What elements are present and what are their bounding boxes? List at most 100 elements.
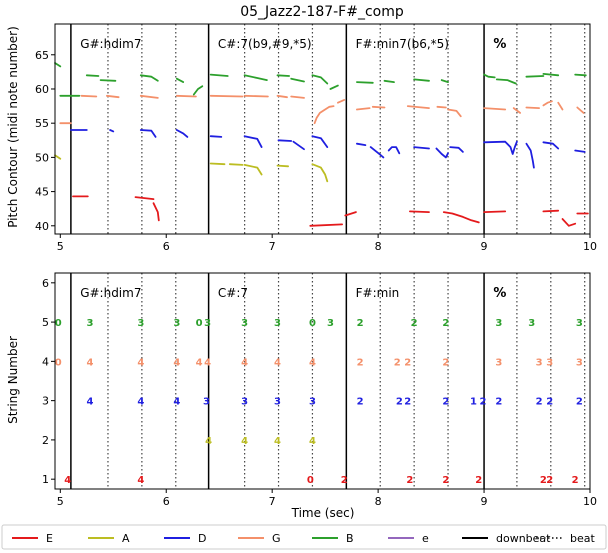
pitch-segment-E: [542, 209, 560, 213]
x-tick-label: 9: [481, 240, 488, 253]
fret-label-B: 3: [86, 318, 93, 329]
pitch-segment-A: [54, 154, 62, 160]
x-tick-label: 9: [481, 495, 488, 508]
figure-title: 05_Jazz2-187-F#_comp: [240, 4, 404, 20]
fret-label-E: 4: [64, 475, 71, 486]
pitch-segment-G: [313, 105, 335, 125]
fret-label-G: 2: [357, 357, 364, 368]
fret-label-B: 3: [576, 318, 583, 329]
pitch-ylabel: Pitch Contour (midi note number): [6, 26, 20, 228]
pitch-segment-B: [276, 74, 290, 77]
pitch-segment-D: [243, 135, 263, 148]
fret-label-E: 2: [475, 475, 482, 486]
pitch-segment-G: [139, 94, 159, 99]
fret-label-E: 0: [307, 475, 314, 486]
chord-label: G#:hdim7: [80, 286, 141, 300]
chord-label: C#:7(b9,#9,*5): [218, 37, 312, 51]
pitch-segment-G: [525, 106, 540, 109]
pitch-segment-G: [337, 99, 346, 104]
fret-label-G: 2: [442, 357, 449, 368]
fret-label-D: 3: [309, 397, 316, 408]
pitch-segment-E: [409, 210, 430, 213]
fret-label-B: 0: [309, 318, 316, 329]
y-tick-label: 65: [35, 49, 49, 62]
pitch-segment-B: [495, 78, 517, 85]
chord-label: %: [493, 286, 506, 301]
fret-label-B: 3: [204, 318, 211, 329]
legend-label: G: [272, 532, 281, 545]
pitch-segment-E: [483, 210, 507, 213]
string-ylabel: String Number: [6, 336, 20, 424]
fret-label-B: 3: [274, 318, 281, 329]
y-tick-label: 2: [42, 434, 49, 447]
pitch-segment-G: [175, 94, 197, 98]
pitch-segment-E: [561, 218, 577, 227]
pitch-segment-G: [371, 105, 386, 109]
pitch-segment-D: [525, 142, 535, 169]
pitch-segment-G: [106, 94, 120, 99]
fret-label-G: 4: [86, 357, 93, 368]
fret-label-D: 3: [203, 397, 210, 408]
fret-label-B: 3: [173, 318, 180, 329]
pitch-segment-D: [449, 146, 464, 153]
pitch-segment-D: [175, 129, 189, 138]
pitch-segment-G: [356, 107, 371, 111]
pitch-segment-B: [192, 85, 204, 96]
pitch-segment-G: [557, 101, 564, 111]
fret-label-D: 4: [173, 397, 180, 408]
pitch-segment-G: [576, 106, 585, 114]
pitch-segment-A: [311, 163, 329, 183]
legend-label: A: [122, 532, 130, 545]
fret-label-D: 2: [396, 397, 403, 408]
pitch-segment-E: [134, 196, 155, 200]
x-tick-label: 10: [583, 240, 597, 253]
fret-label-D: 1: [470, 397, 477, 408]
pitch-contour-panel: G#:hdim7 C#:7(b9,#9,*5) F#:min7(b6,*5) % 5 6 7…: [35, 23, 597, 253]
pitch-segment-B: [525, 75, 545, 78]
fret-label-D: 2: [480, 397, 487, 408]
pitch-segment-B: [356, 81, 374, 84]
fret-label-G: 4: [274, 357, 281, 368]
pitch-segment-D: [413, 146, 430, 150]
fret-label-E: 2: [341, 475, 348, 486]
chord-label: F#:min7(b6,*5): [356, 37, 449, 51]
time-xlabel: Time (sec): [291, 506, 355, 520]
legend-label: e: [422, 532, 429, 545]
y-tick-label: 55: [35, 117, 49, 130]
fret-label-B: 2: [357, 318, 364, 329]
pitch-segment-B: [99, 79, 117, 82]
pitch-segment-B: [139, 74, 159, 82]
y-tick-label: 45: [35, 186, 49, 199]
pitch-segment-D: [292, 140, 305, 151]
axes-frame: [54, 23, 591, 235]
fret-label-D: 3: [274, 397, 281, 408]
fret-label-B: 2: [411, 318, 418, 329]
pitch-segment-E: [152, 202, 160, 222]
fret-label-A: 4: [309, 436, 316, 447]
x-tick-label: 6: [163, 240, 170, 253]
pitch-segment-D: [311, 135, 329, 148]
pitch-segment-D: [109, 129, 115, 133]
x-tick-label: 8: [375, 240, 382, 253]
fret-label-A: 4: [205, 436, 212, 447]
fret-label-G: 3: [576, 357, 583, 368]
pitch-segment-D: [574, 149, 586, 153]
fret-label-D: 2: [576, 397, 583, 408]
fret-label-G: 2: [404, 357, 411, 368]
fret-label-B: 2: [442, 318, 449, 329]
fret-label-D: 4: [137, 397, 144, 408]
x-tick-label: 8: [375, 495, 382, 508]
fret-label-B: 0: [55, 318, 62, 329]
fret-label-B: 3: [528, 318, 535, 329]
fret-label-D: 2: [536, 397, 543, 408]
fret-label-G: 4: [309, 357, 316, 368]
fret-label-B: 0: [196, 318, 203, 329]
pitch-segment-G: [483, 107, 507, 111]
fret-label-D: 3: [241, 397, 248, 408]
legend-frame: [1, 524, 607, 550]
x-tick-label: 6: [163, 495, 170, 508]
pitch-segment-D: [387, 146, 401, 155]
pitch-segment-A: [276, 164, 289, 168]
pitch-segment-G: [436, 105, 447, 109]
fret-label-E: 2: [540, 475, 547, 486]
